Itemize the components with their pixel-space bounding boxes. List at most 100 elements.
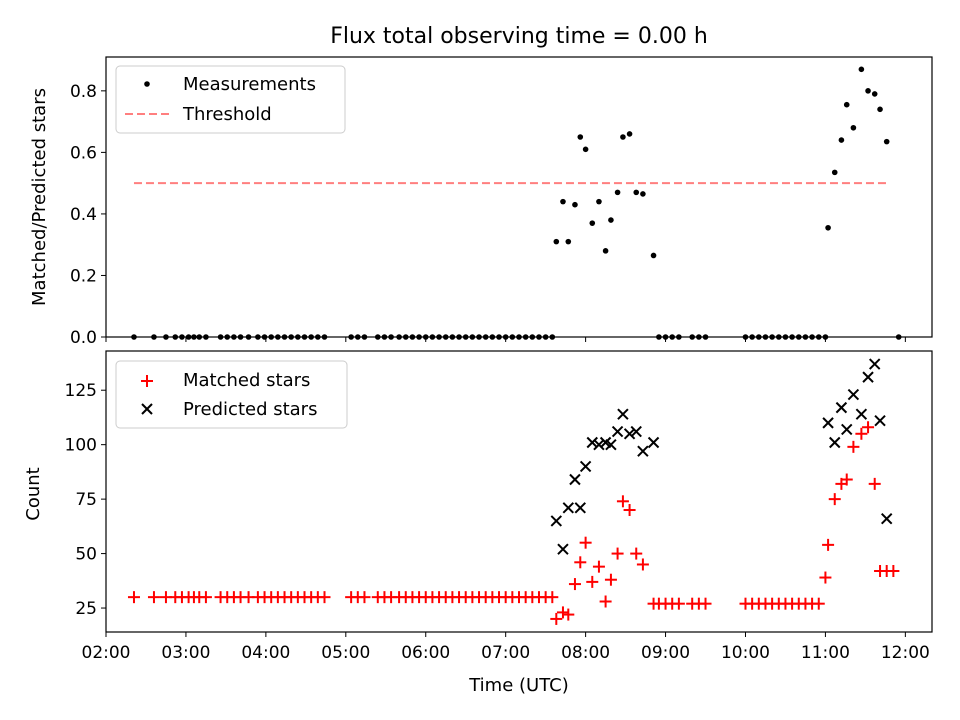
measurement-point xyxy=(626,131,633,137)
matched-stars-point xyxy=(568,578,581,591)
measurement-point xyxy=(650,252,657,259)
measurement-point xyxy=(865,88,871,94)
matched-stars-point xyxy=(822,538,835,551)
predicted-stars-point xyxy=(880,513,893,525)
matched-stars-point xyxy=(623,504,636,517)
matched-stars-point xyxy=(887,565,900,578)
y-tick-label: 75 xyxy=(75,490,97,510)
x-tick-label: 11:00 xyxy=(801,643,850,663)
top-chart-title: Flux total observing time = 0.00 h xyxy=(330,24,708,49)
legend-predicted-marker xyxy=(141,403,153,415)
measurement-point xyxy=(553,238,560,245)
matched-stars-point xyxy=(812,597,825,610)
x-tick-label: 08:00 xyxy=(561,643,610,663)
measurement-point xyxy=(825,224,831,231)
matched-stars-point xyxy=(862,421,875,434)
bottom-plot-area xyxy=(127,358,900,625)
matched-stars-point xyxy=(699,597,712,610)
matched-stars-point xyxy=(847,440,860,453)
measurement-point xyxy=(843,101,850,108)
measurement-point xyxy=(858,66,865,73)
matched-stars-point xyxy=(556,606,569,619)
predicted-stars-point xyxy=(574,502,586,514)
bottom-y-axis-label: Count xyxy=(23,467,44,520)
y-tick-label: 100 xyxy=(65,436,97,456)
x-tick-label: 03:00 xyxy=(161,643,210,663)
matched-stars-point xyxy=(819,571,832,584)
predicted-stars-point xyxy=(862,371,874,383)
legend-measurements-marker xyxy=(144,81,150,87)
measurement-point xyxy=(620,134,626,140)
top-axes-frame xyxy=(105,56,933,338)
predicted-stars-point xyxy=(569,473,581,486)
top-legend: Measurements Threshold xyxy=(115,65,346,134)
measurement-point xyxy=(596,198,602,205)
measurement-point xyxy=(850,124,857,131)
measurement-point xyxy=(589,220,596,226)
matched-stars-point xyxy=(855,427,868,440)
predicted-stars-point xyxy=(841,423,853,436)
y-tick-label: 125 xyxy=(65,381,97,401)
predicted-stars-point xyxy=(617,408,629,420)
measurement-point xyxy=(565,238,572,245)
x-tick-label: 06:00 xyxy=(401,643,450,663)
predicted-stars-point xyxy=(835,401,848,414)
y-tick-label: 0.8 xyxy=(70,82,97,102)
bottom-axes-frame xyxy=(105,350,933,633)
legend-matched-label: Matched stars xyxy=(183,370,310,391)
predicted-stars-point xyxy=(847,388,860,401)
measurement-point xyxy=(572,201,578,208)
measurement-point xyxy=(633,189,640,196)
y-tick-label: 0.0 xyxy=(70,328,97,348)
predicted-stars-point xyxy=(593,438,605,451)
matched-stars-point xyxy=(562,608,575,621)
predicted-stars-point xyxy=(579,460,592,473)
measurement-point xyxy=(640,191,646,197)
predicted-stars-point xyxy=(637,445,649,457)
measurement-point xyxy=(582,146,589,153)
matched-stars-point xyxy=(840,473,853,486)
matched-stars-point xyxy=(579,536,592,549)
predicted-stars-point xyxy=(562,502,575,514)
predicted-stars-point xyxy=(869,358,881,370)
predicted-stars-point xyxy=(630,425,642,438)
matched-stars-point xyxy=(636,558,649,571)
predicted-stars-point xyxy=(586,436,598,449)
x-tick-label: 04:00 xyxy=(241,643,290,663)
x-tick-label: 10:00 xyxy=(721,643,770,663)
predicted-stars-point xyxy=(647,436,660,449)
top-plot-area xyxy=(131,66,902,340)
measurement-point xyxy=(831,169,838,176)
matched-stars-point xyxy=(672,597,685,610)
bottom-legend-box xyxy=(115,360,348,429)
measurement-point xyxy=(608,217,614,223)
top-y-ticks: 0.0 0.2 0.4 0.6 0.8 xyxy=(70,82,906,348)
measurement-point xyxy=(577,134,584,140)
measurement-point xyxy=(838,137,845,143)
bottom-axis-ticks: 25 50 75 100 125 02:00 03:00 04:00 05:00 06:00 07:… xyxy=(65,381,930,663)
measurement-point xyxy=(871,91,878,97)
top-y-axis-label: Matched/Predicted stars xyxy=(29,88,50,306)
matched-stars-point xyxy=(630,547,643,560)
matched-stars-point xyxy=(574,556,587,569)
matched-stars-point xyxy=(127,591,140,604)
matched-stars-point xyxy=(599,595,612,608)
measurement-point xyxy=(614,189,621,196)
matched-stars-point xyxy=(586,575,599,588)
x-tick-label: 07:00 xyxy=(481,643,530,663)
x-tick-label: 02:00 xyxy=(82,643,131,663)
predicted-stars-point xyxy=(623,428,636,440)
measurement-point xyxy=(602,248,609,254)
measurement-point xyxy=(560,198,566,205)
legend-threshold-label: Threshold xyxy=(182,104,272,125)
predicted-stars-point xyxy=(611,425,624,438)
bottom-legend: Matched stars Predicted stars xyxy=(115,360,348,429)
top-legend-box xyxy=(115,65,346,134)
matched-stars-point xyxy=(199,591,212,604)
measurement-point xyxy=(883,138,890,145)
measurement-point xyxy=(877,106,883,113)
matched-stars-point xyxy=(550,612,563,625)
predicted-stars-point xyxy=(829,436,841,449)
matched-stars-point xyxy=(358,591,371,604)
